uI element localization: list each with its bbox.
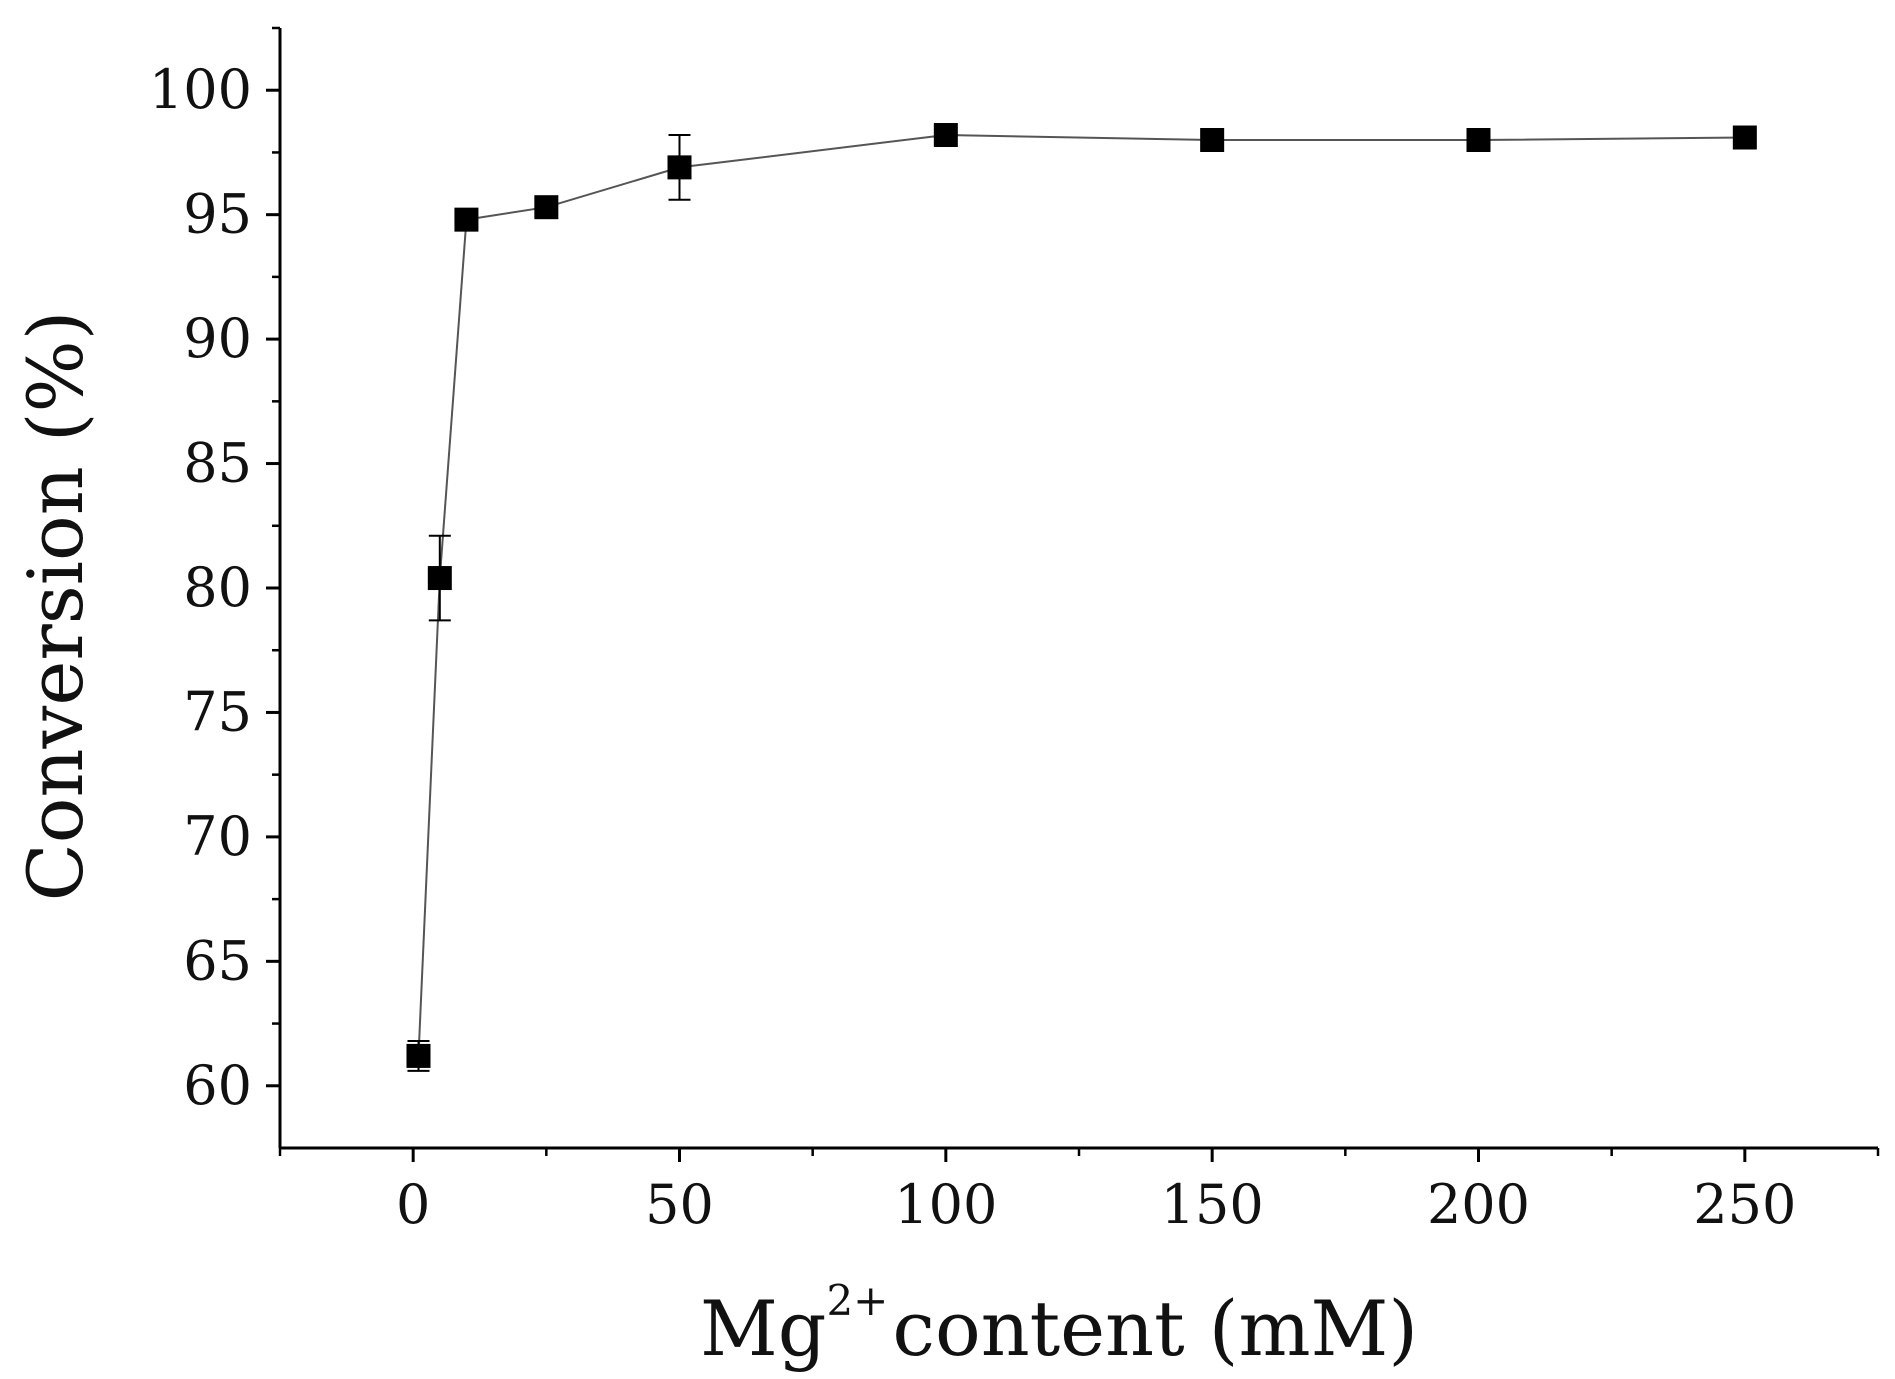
- x-ticks: 0 50 100 150 200 250: [278, 1148, 1880, 1236]
- data-point: [933, 123, 958, 148]
- data-point: [1466, 128, 1491, 152]
- y-tick-label: 100: [149, 58, 252, 121]
- x-axis-title-rest: content (mM): [892, 1284, 1418, 1373]
- data-markers: [406, 123, 1757, 1068]
- x-tick-label: 150: [1161, 1173, 1264, 1236]
- y-tick-label: 70: [183, 805, 252, 868]
- y-tick-label: 80: [183, 556, 252, 619]
- error-bars: [407, 134, 691, 1072]
- x-tick-label: 0: [396, 1173, 430, 1236]
- x-axis-title-superscript: 2+: [826, 1276, 888, 1325]
- y-tick-label: 90: [183, 307, 252, 370]
- y-tick-label: 95: [183, 183, 252, 246]
- data-point: [1200, 128, 1225, 152]
- data-point: [534, 195, 559, 220]
- y-tick-label: 75: [183, 680, 252, 743]
- data-point: [454, 207, 479, 232]
- data-point: [427, 566, 452, 591]
- y-ticks: 60 65 70 75 80 85 90 95 100: [149, 26, 280, 1117]
- x-axis-title-base: Mg: [700, 1284, 826, 1373]
- x-tick-label: 50: [645, 1173, 714, 1236]
- axes: [278, 28, 1878, 1150]
- x-tick-label: 250: [1693, 1173, 1796, 1236]
- y-tick-label: 65: [183, 929, 252, 992]
- data-point: [1732, 125, 1757, 150]
- x-axis-title: Mg2+content (mM): [700, 1276, 1418, 1373]
- x-tick-label: 200: [1427, 1173, 1530, 1236]
- data-point: [406, 1043, 431, 1068]
- series-polyline: [417, 134, 1745, 1056]
- series-line: [417, 134, 1745, 1056]
- x-tick-label: 100: [894, 1173, 997, 1236]
- data-point: [667, 155, 692, 180]
- y-tick-label: 60: [183, 1054, 252, 1117]
- y-tick-label: 85: [183, 432, 252, 495]
- y-axis-title: Conversion (%): [11, 311, 100, 902]
